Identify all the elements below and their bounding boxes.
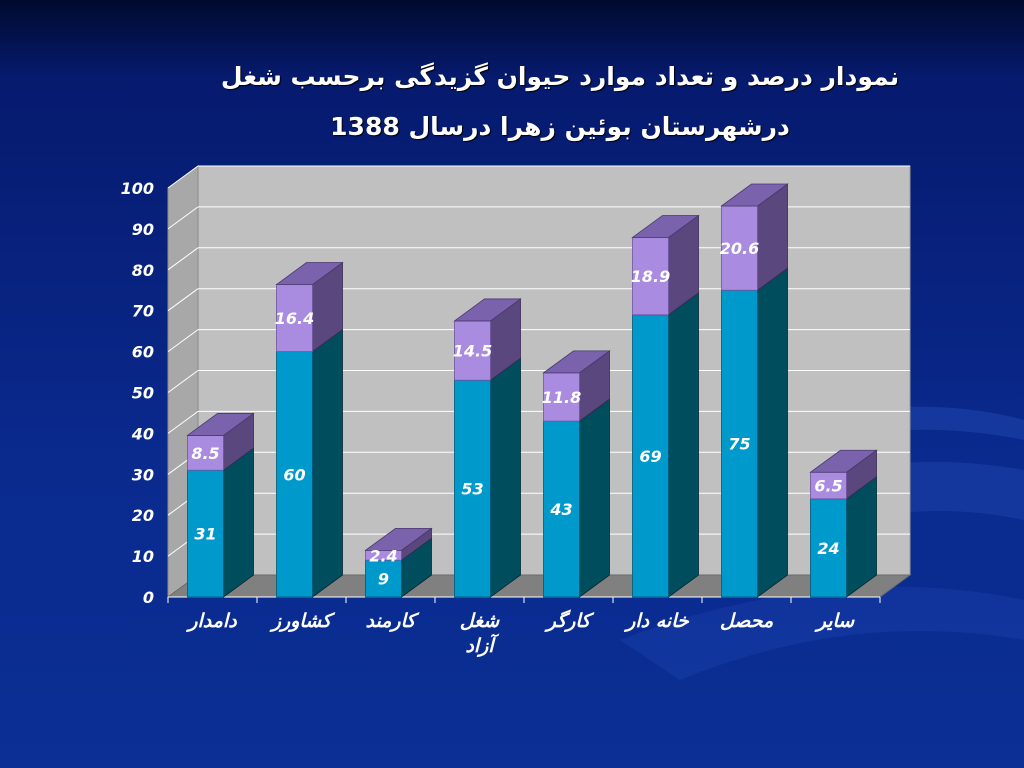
x-category-label: آزاد [465, 633, 500, 657]
bar-top-cap [275, 262, 344, 285]
bar-top-front [632, 237, 669, 316]
x-category-label: کارگر [544, 609, 595, 632]
x-category-label: دامدار [185, 610, 237, 632]
bar-top-cap [631, 215, 700, 238]
bar-top-front [454, 320, 491, 381]
bar-top-cap [453, 298, 522, 322]
data-label-bottom: 43 [549, 500, 572, 519]
data-label-bottom: 60 [283, 465, 305, 484]
bar-top-cap [186, 413, 255, 436]
bar-top-front [276, 284, 313, 352]
y-tick-label: 30 [132, 465, 154, 484]
bar-bottom-front [543, 420, 580, 598]
bar-bottom-front [276, 351, 313, 598]
bar-top-front [810, 471, 847, 500]
y-tick-label: 0 [143, 588, 154, 607]
bar-bottom-side [490, 357, 521, 598]
data-label-bottom: 53 [461, 480, 483, 499]
y-tick-label: 80 [132, 261, 154, 280]
data-label-top: 18.9 [631, 267, 670, 286]
x-category-label: محصل [720, 610, 774, 632]
gridline-side [167, 247, 199, 271]
x-category-label: شغل [460, 610, 501, 632]
data-label-top: 6.5 [814, 477, 842, 496]
y-tick-label: 90 [132, 220, 154, 239]
y-tick-label: 60 [132, 343, 154, 362]
data-label-top: 2.4 [369, 546, 397, 565]
data-label-bottom: 24 [817, 539, 839, 558]
data-label-bottom: 9 [378, 570, 389, 589]
bar-bottom-front [454, 379, 491, 598]
x-category-label: خانه دار [623, 610, 690, 632]
y-tick-label: 20 [132, 506, 154, 525]
gridline-side [167, 370, 199, 393]
gridline-side [167, 206, 199, 230]
gridline-side [167, 329, 199, 353]
bar-bottom-front [365, 559, 402, 598]
y-tick-label: 50 [132, 384, 154, 403]
bar-top-front [721, 205, 758, 291]
bar-top-front [543, 372, 580, 422]
data-label-top: 8.5 [191, 444, 219, 463]
data-label-bottom: 69 [639, 447, 661, 466]
gridline-side [167, 410, 199, 434]
data-label-bottom: 75 [728, 435, 750, 454]
bar-bottom-side [223, 447, 254, 598]
bar-top-cap [809, 449, 878, 473]
data-label-top: 16.4 [275, 309, 314, 328]
x-category-label: سایر [814, 610, 856, 632]
data-label-bottom: 31 [194, 525, 216, 544]
bar-bottom-side [757, 267, 788, 598]
data-label-top: 20.6 [720, 239, 759, 258]
x-category-label: کشاورز [269, 610, 336, 632]
bar-bottom-side [668, 292, 699, 598]
bar-top-cap [720, 183, 789, 207]
bar-top-cap [542, 350, 611, 374]
gridline-side [167, 165, 199, 189]
x-category-label: کارمند [366, 610, 421, 632]
data-label-top: 11.8 [542, 388, 581, 407]
bar-top-front [187, 435, 224, 471]
bar-top-cap [364, 527, 433, 551]
bar-bottom-side [579, 398, 610, 598]
bar-bottom-front [187, 469, 224, 598]
y-tick-label: 40 [131, 424, 154, 443]
y-tick-label: 10 [132, 547, 154, 566]
gridline-side [167, 288, 199, 312]
chart-title-line-2: درشهرستان بوئین زهرا درسال 1388 [330, 112, 790, 141]
data-label-top: 14.5 [453, 342, 492, 361]
y-tick-label: 70 [132, 302, 154, 321]
chart-title-line-1: نمودار درصد و تعداد موارد حیوان گزیدگی ب… [220, 62, 900, 91]
y-tick-label: 100 [121, 179, 154, 198]
bar-bottom-side [312, 328, 343, 598]
